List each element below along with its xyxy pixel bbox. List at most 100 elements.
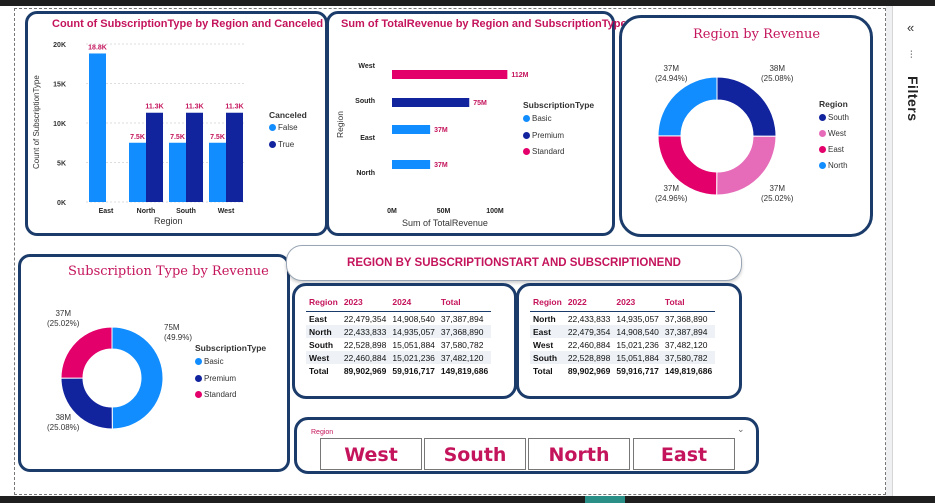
x-tick-label: North xyxy=(137,208,156,215)
data-label-west: 37M (25.02%) xyxy=(761,184,793,204)
legend-label: True xyxy=(278,140,295,149)
legend-label: Premium xyxy=(204,374,237,383)
legend-label: West xyxy=(828,129,847,138)
revenue-bar-card[interactable]: Sum of TotalRevenue by Region and Subscr… xyxy=(326,11,627,236)
value: 38M xyxy=(55,413,72,422)
legend-item-true: True xyxy=(269,140,294,149)
table-row: North 22,433,833 14,935,057 37,368,890 xyxy=(530,312,715,326)
region-donut-plot xyxy=(657,76,777,196)
legend-dot xyxy=(269,124,276,131)
legend-label: Premium xyxy=(532,131,565,140)
table-cell: 15,051,884 xyxy=(613,351,662,364)
x-axis-label: Sum of TotalRevenue xyxy=(402,218,488,228)
canceled-chart-card[interactable]: Count of SubscriptionType by Region and … xyxy=(25,11,328,236)
column-header[interactable]: 2023 xyxy=(343,297,363,307)
bar-false xyxy=(129,142,146,202)
table-cell: 22,460,884 xyxy=(567,339,611,350)
table-cell: 22,479,354 xyxy=(564,325,614,338)
subtype-donut-plot xyxy=(60,326,164,430)
data-label: 18.8K xyxy=(88,44,107,51)
bar-true xyxy=(146,112,163,202)
column-header[interactable]: Region xyxy=(533,297,562,307)
table-row: West 22,460,884 15,021,236 37,482,120 xyxy=(530,338,715,351)
bar-true xyxy=(226,112,243,202)
y-tick-label: 5K xyxy=(57,161,66,168)
table-cell: Total xyxy=(533,365,553,376)
donut-slice xyxy=(111,326,164,430)
region-slicer-card[interactable]: Region ⌄ West South North East xyxy=(294,417,759,474)
legend-item-basic: Basic xyxy=(195,357,224,366)
table-cell: South xyxy=(530,351,565,364)
slicer-option-east[interactable]: East xyxy=(633,438,735,470)
slicer-option-north[interactable]: North xyxy=(528,438,630,470)
column-header[interactable]: 2023 xyxy=(616,297,636,307)
legend-label: Basic xyxy=(532,114,552,123)
table-row: East 22,479,354 14,908,540 37,387,894 xyxy=(530,325,716,338)
matrix-right-card[interactable]: Region 2022 2023 Total North 22,433,833 14,935… xyxy=(516,283,742,399)
legend-dot xyxy=(819,114,826,121)
legend-item-east: East xyxy=(819,145,844,154)
report-canvas: Count of SubscriptionType by Region and … xyxy=(14,8,886,495)
table-row: South 22,528,898 15,051,884 37,580,782 xyxy=(306,338,491,351)
page-tab-indicator[interactable] xyxy=(585,496,625,503)
region-donut-card[interactable]: Region by Revenue Region South West East… xyxy=(619,15,873,237)
revenue-bar-plot: West South East North 112M 75M 37M 37M 0M 50M 100M xyxy=(355,63,528,215)
legend-item-basic: Basic xyxy=(523,114,552,123)
slicer-label: Region xyxy=(311,429,334,436)
legend-dot xyxy=(195,358,202,365)
column-header[interactable]: Total xyxy=(440,297,461,307)
column-header[interactable]: 2022 xyxy=(567,297,587,307)
x-tick-label: 50M xyxy=(437,208,451,215)
x-tick-label: South xyxy=(176,208,196,215)
value: 38M xyxy=(769,64,786,73)
bar xyxy=(392,70,508,79)
filters-pane[interactable]: « ⫶ Filters xyxy=(892,6,935,496)
percent: (25.02%) xyxy=(761,194,794,203)
slicer-option-west[interactable]: West xyxy=(320,438,422,470)
data-label: 7.5K xyxy=(130,134,145,141)
data-label: 75M xyxy=(473,100,487,107)
table-cell: 15,021,236 xyxy=(616,339,659,350)
bar xyxy=(392,98,470,107)
filters-label[interactable]: Filters xyxy=(905,76,921,122)
data-label: 11.3K xyxy=(145,104,163,111)
matrix-left-card[interactable]: Region 2023 2024 Total East 22,479,354 14,908,… xyxy=(292,283,517,399)
legend-dot xyxy=(523,115,530,122)
table-cell: 22,460,884 xyxy=(340,351,390,364)
legend-dot xyxy=(195,375,202,382)
legend-dot xyxy=(819,130,826,137)
table-cell: 37,368,890 xyxy=(437,325,492,338)
subtype-donut-card[interactable]: Subscription Type by Revenue Subscriptio… xyxy=(18,254,290,472)
table-cell: 22,433,833 xyxy=(567,313,611,324)
table-row: West 22,460,884 15,021,236 37,482,120 xyxy=(306,351,492,364)
table-cell: 15,021,236 xyxy=(389,351,438,364)
percent: (25.08%) xyxy=(761,74,794,83)
table-row: South 22,528,898 15,051,884 37,580,782 xyxy=(530,351,716,364)
legend-item-north: North xyxy=(819,161,848,170)
table-cell: 14,935,057 xyxy=(389,325,438,338)
chevron-down-icon[interactable]: ⌄ xyxy=(737,424,745,434)
data-label: 11.3K xyxy=(225,104,243,111)
column-header[interactable]: Region xyxy=(309,297,338,307)
column-header[interactable]: 2024 xyxy=(392,297,412,307)
value: 37M xyxy=(769,184,786,193)
data-label: 11.3K xyxy=(185,104,203,111)
legend-label: North xyxy=(828,161,848,170)
bar xyxy=(392,125,431,134)
table-cell: 14,908,540 xyxy=(613,325,662,338)
collapse-chevron-icon[interactable]: « xyxy=(907,20,915,35)
table-cell: 149,819,686 xyxy=(440,365,489,376)
table-cell: West xyxy=(306,351,341,364)
data-label: 37M xyxy=(434,127,448,134)
matrix-left-table: Region 2023 2024 Total East 22,479,354 14,908,… xyxy=(306,293,492,377)
filter-icon: ⫶ xyxy=(910,50,913,61)
slicer-option-south[interactable]: South xyxy=(424,438,526,470)
percent: (25.02%) xyxy=(47,319,80,328)
table-cell: 37,387,894 xyxy=(440,313,484,324)
table-row: Total 89,902,969 59,916,717 149,819,686 xyxy=(530,364,715,377)
data-label: 7.5K xyxy=(170,134,185,141)
legend-title: Canceled xyxy=(269,110,307,120)
value: 37M xyxy=(663,64,680,73)
column-header[interactable]: Total xyxy=(664,297,685,307)
table-cell: Total xyxy=(309,365,329,376)
